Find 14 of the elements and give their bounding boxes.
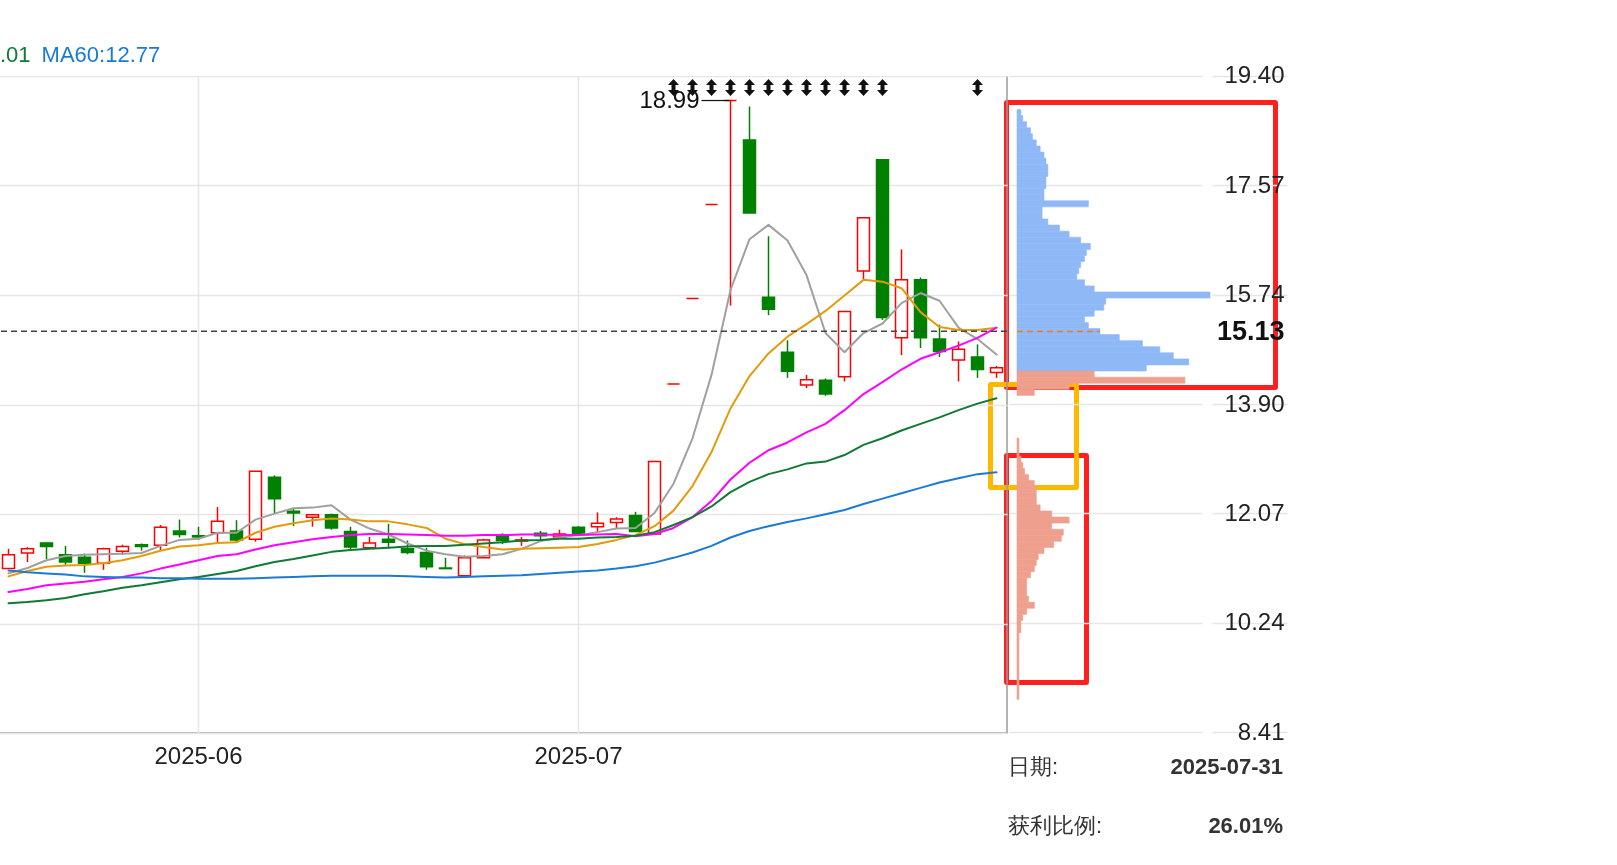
x-tick-label: 2025-06 (154, 741, 243, 769)
text: 2025-07-31 (1169, 753, 1283, 780)
y-tick-label: 13.90 (1224, 389, 1285, 417)
text: 26.01% (1207, 812, 1283, 839)
annotation: 18.99 (639, 85, 700, 113)
text: MA60:12.77 (41, 42, 161, 68)
y-tick-label: 12.07 (1224, 498, 1285, 526)
x-tick-label: 2025-07 (534, 741, 623, 769)
y-tick-label: 8.41 (1237, 717, 1285, 745)
text: 获利比例: (1008, 812, 1103, 839)
y-tick-label: 10.24 (1224, 608, 1285, 636)
y-tick-label: 19.40 (1224, 61, 1285, 89)
text: .01 (0, 42, 31, 68)
text: 日期: (1008, 753, 1060, 780)
